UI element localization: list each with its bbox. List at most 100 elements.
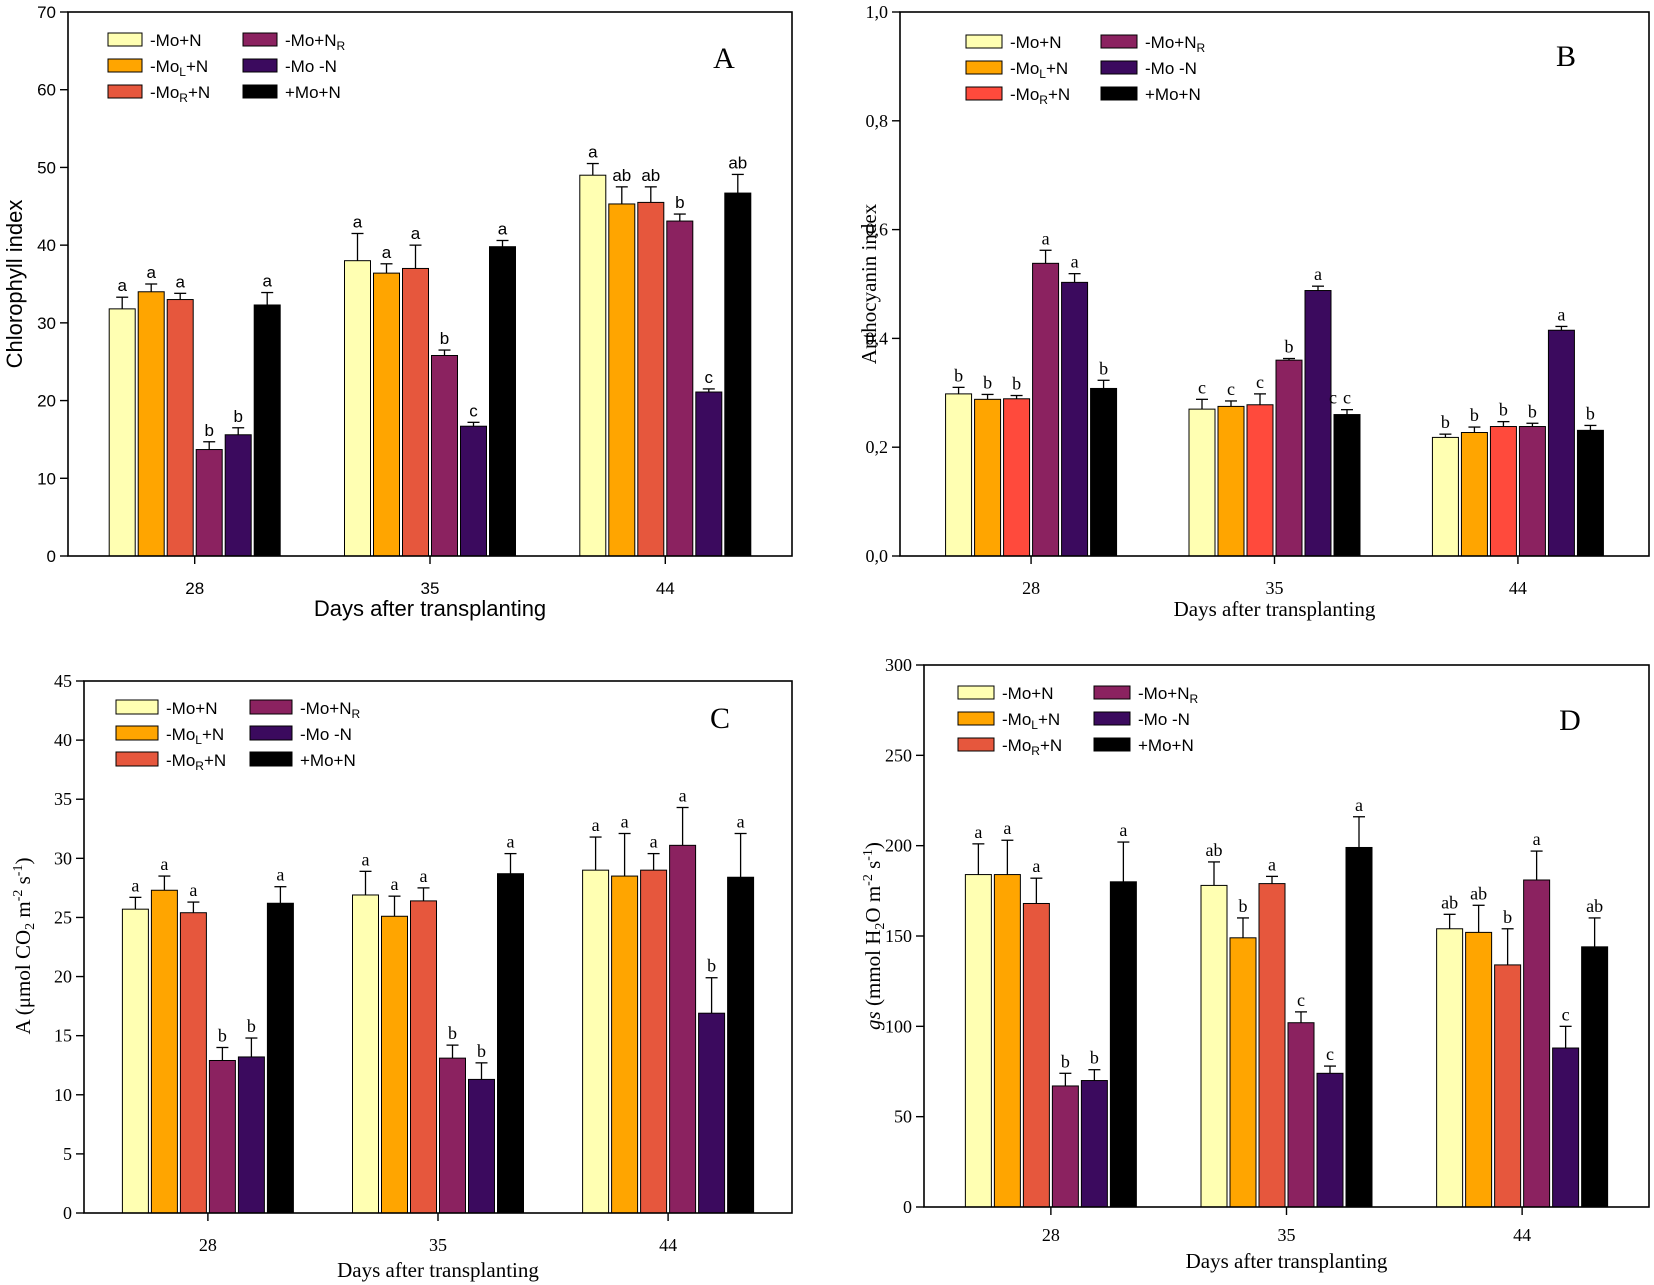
legend-label: -Mo+NR xyxy=(300,699,360,721)
y-tick-label: 10 xyxy=(54,1085,72,1105)
y-tick-label: 30 xyxy=(54,848,72,868)
significance-letter: c xyxy=(469,401,478,420)
significance-letter: a xyxy=(175,272,185,291)
significance-letter: a xyxy=(131,875,139,895)
bar xyxy=(1229,937,1257,1208)
significance-letter: a xyxy=(391,874,399,894)
bar xyxy=(237,1056,265,1214)
x-tick-label: 44 xyxy=(659,1235,677,1255)
legend-label: -Mo+NR xyxy=(285,31,345,53)
y-tick-label: 0 xyxy=(903,1197,912,1217)
legend-swatch xyxy=(249,751,293,767)
legend-label: -Mo -N xyxy=(300,725,352,744)
y-tick-label: 20 xyxy=(37,392,56,411)
significance-letter: b xyxy=(1090,1048,1099,1068)
legend-swatch xyxy=(957,685,995,700)
legend-swatch xyxy=(115,751,159,767)
significance-letter: a xyxy=(679,785,687,805)
significance-letter: a xyxy=(592,815,600,835)
y-tick-label: 10 xyxy=(37,469,56,488)
legend-swatch xyxy=(107,84,143,99)
y-axis-label: Chlorophyll index xyxy=(2,200,27,369)
significance-letter: c xyxy=(1562,1004,1570,1024)
legend-label: +Mo+N xyxy=(1138,736,1194,755)
x-axis-label: Days after transplanting xyxy=(314,596,546,621)
significance-letter: ab xyxy=(1441,892,1458,912)
significance-letter: a xyxy=(1557,304,1565,324)
significance-letter: b xyxy=(233,407,242,426)
bar xyxy=(344,260,371,557)
legend-swatch xyxy=(957,737,995,752)
significance-letter: b xyxy=(1441,412,1450,432)
significance-letter: a xyxy=(146,263,156,282)
bar xyxy=(724,192,752,557)
y-tick-label: 300 xyxy=(885,655,912,675)
bar xyxy=(1061,281,1089,557)
bar xyxy=(1518,426,1546,557)
y-tick-label: 5 xyxy=(63,1144,72,1164)
significance-letter: ab xyxy=(641,166,660,185)
legend-swatch xyxy=(115,725,159,741)
x-axis-label: Days after transplanting xyxy=(337,1258,539,1282)
significance-letter: a xyxy=(621,812,629,832)
bar xyxy=(1246,404,1274,557)
significance-letter: b xyxy=(675,193,684,212)
legend-label: +Mo+N xyxy=(285,83,341,102)
significance-letter: c xyxy=(1326,1044,1334,1064)
bar xyxy=(1188,408,1216,557)
y-tick-label: 0,6 xyxy=(866,220,889,240)
bar xyxy=(137,291,165,557)
legend-label: +Mo+N xyxy=(300,751,356,770)
significance-letter: a xyxy=(588,143,598,162)
significance-letter: b xyxy=(707,956,716,976)
bar xyxy=(579,174,607,557)
y-tick-label: 70 xyxy=(37,3,56,22)
legend-label: -Mo -N xyxy=(285,57,337,76)
bar xyxy=(195,449,223,557)
significance-letter: a xyxy=(1042,228,1050,248)
legend-swatch xyxy=(1093,711,1131,726)
annotation-letter: c xyxy=(1329,388,1337,408)
plot-frame xyxy=(67,11,793,557)
significance-letter: a xyxy=(1003,818,1011,838)
legend-swatch xyxy=(1093,685,1131,700)
y-tick-label: 0 xyxy=(63,1203,72,1223)
bar xyxy=(1465,931,1493,1208)
y-tick-label: 30 xyxy=(37,314,56,333)
significance-letter: b xyxy=(1239,896,1248,916)
significance-letter: b xyxy=(440,329,449,348)
significance-letter: a xyxy=(160,854,168,874)
bar xyxy=(489,246,516,557)
bar xyxy=(150,889,178,1214)
y-tick-label: 40 xyxy=(54,730,72,750)
legend-swatch xyxy=(965,34,1003,49)
significance-letter: b xyxy=(1470,405,1479,425)
y-tick-label: 0,0 xyxy=(866,546,889,566)
bar xyxy=(439,1057,466,1214)
y-tick-label: 1,0 xyxy=(866,2,889,22)
y-tick-label: 35 xyxy=(54,789,72,809)
significance-letter: a xyxy=(117,276,127,295)
significance-letter: a xyxy=(262,272,272,291)
legend-label: -Mo+N xyxy=(1010,33,1061,52)
plot-frame xyxy=(923,664,1650,1208)
significance-letter: a xyxy=(1314,264,1322,284)
bar xyxy=(611,875,639,1214)
significance-letter: b xyxy=(204,421,213,440)
x-tick-label: 28 xyxy=(1042,1225,1060,1245)
bar xyxy=(166,299,194,557)
y-tick-label: 60 xyxy=(37,81,56,100)
bar xyxy=(468,1078,495,1214)
bar xyxy=(1022,902,1050,1208)
legend-label: -Mo -N xyxy=(1145,59,1197,78)
legend-label: -MoL+N xyxy=(150,57,208,79)
significance-letter: b xyxy=(448,1023,457,1043)
legend-label: -MoL+N xyxy=(166,725,224,747)
legend-swatch xyxy=(1100,86,1138,101)
bar xyxy=(381,915,408,1214)
bar xyxy=(352,894,379,1214)
legend-label: -Mo+NR xyxy=(1138,684,1198,706)
y-axis-label: A (μmol CO2 m-2 s-1) xyxy=(11,858,38,1035)
